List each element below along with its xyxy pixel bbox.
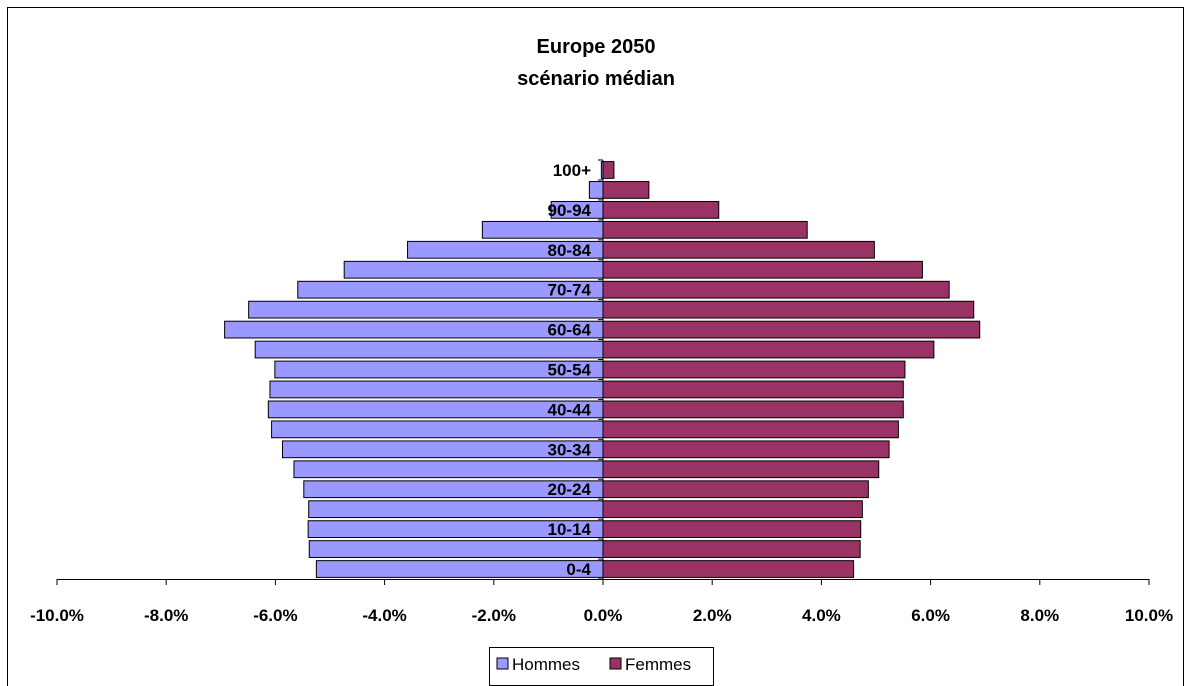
bar-femmes-50-54 (602, 360, 906, 379)
y-tick-label: 40-44 (548, 400, 592, 419)
y-tick-label: 70-74 (548, 281, 592, 300)
x-tick-label: 10.0% (1125, 606, 1173, 625)
x-tick-label: 4.0% (802, 606, 841, 625)
y-tick-label: 60-64 (548, 321, 592, 340)
bar-hommes-5-9 (308, 540, 604, 558)
bar-femmes-25-29 (602, 460, 880, 479)
y-tick-label: 10-14 (548, 520, 592, 539)
bar-hommes-95-99 (588, 181, 604, 199)
bar-hommes-45-49 (269, 380, 604, 399)
bar-hommes-60-64 (224, 320, 604, 339)
bar-femmes-45-49 (602, 380, 904, 399)
bar-hommes-35-39 (271, 420, 604, 439)
x-tick-label: 0.0% (584, 606, 623, 625)
bar-femmes-100+ (602, 161, 615, 179)
y-tick-label: 0-4 (566, 560, 591, 579)
bar-femmes-70-74 (602, 280, 950, 299)
bar-hommes-65-69 (248, 300, 604, 319)
bar-femmes-30-34 (602, 440, 890, 459)
y-tick-label: 30-34 (548, 440, 592, 459)
x-tick-label: -8.0% (144, 606, 188, 625)
bars-layer (224, 161, 981, 578)
bar-femmes-80-84 (602, 240, 875, 259)
x-tick-label: -2.0% (472, 606, 516, 625)
x-tick-label: 2.0% (693, 606, 732, 625)
x-tick-label: 6.0% (911, 606, 950, 625)
bar-hommes-25-29 (293, 460, 604, 479)
legend-swatch-femmes (609, 657, 622, 670)
bar-hommes-55-59 (254, 340, 604, 359)
x-tick-label: -6.0% (253, 606, 297, 625)
bar-femmes-55-59 (602, 340, 935, 359)
bar-hommes-0-4 (315, 560, 604, 578)
axis-layer: -10.0% -8.0% -6.0% -4.0% -2.0% 0.0% 2.0% 4.0% 6.… (30, 159, 1173, 625)
bar-femmes-40-44 (602, 400, 904, 419)
bar-femmes-15-19 (602, 500, 863, 519)
legend-swatch-hommes (496, 657, 509, 670)
x-tick-label: -4.0% (362, 606, 406, 625)
bar-femmes-5-9 (602, 540, 861, 558)
bar-femmes-90-94 (602, 201, 720, 219)
y-tick-label: 50-54 (548, 361, 592, 380)
legend: Hommes Femmes (489, 647, 714, 686)
bar-hommes-75-79 (343, 260, 604, 279)
legend-label-hommes: Hommes (512, 655, 580, 674)
legend-label-femmes: Femmes (625, 655, 691, 674)
bar-hommes-85-89 (481, 220, 604, 239)
bar-femmes-35-39 (602, 420, 899, 439)
bar-femmes-60-64 (602, 320, 981, 339)
y-tick-label: 80-84 (548, 241, 592, 260)
chart-title: Europe 2050 (537, 36, 656, 58)
chart-subtitle: scénario médian (517, 68, 675, 90)
bar-femmes-75-79 (602, 260, 923, 279)
bar-femmes-10-14 (602, 520, 862, 538)
bar-femmes-95-99 (602, 181, 650, 199)
x-tick-label: -10.0% (30, 606, 84, 625)
bar-femmes-85-89 (602, 220, 808, 239)
y-tick-label: 20-24 (548, 480, 592, 499)
y-tick-label: 90-94 (548, 201, 592, 220)
bar-femmes-65-69 (602, 300, 975, 319)
bar-femmes-0-4 (602, 560, 855, 578)
x-tick-label: 8.0% (1020, 606, 1059, 625)
y-tick-label: 100+ (553, 161, 591, 180)
legend-box (489, 647, 714, 686)
bar-hommes-15-19 (308, 500, 604, 519)
bar-femmes-20-24 (602, 480, 869, 499)
